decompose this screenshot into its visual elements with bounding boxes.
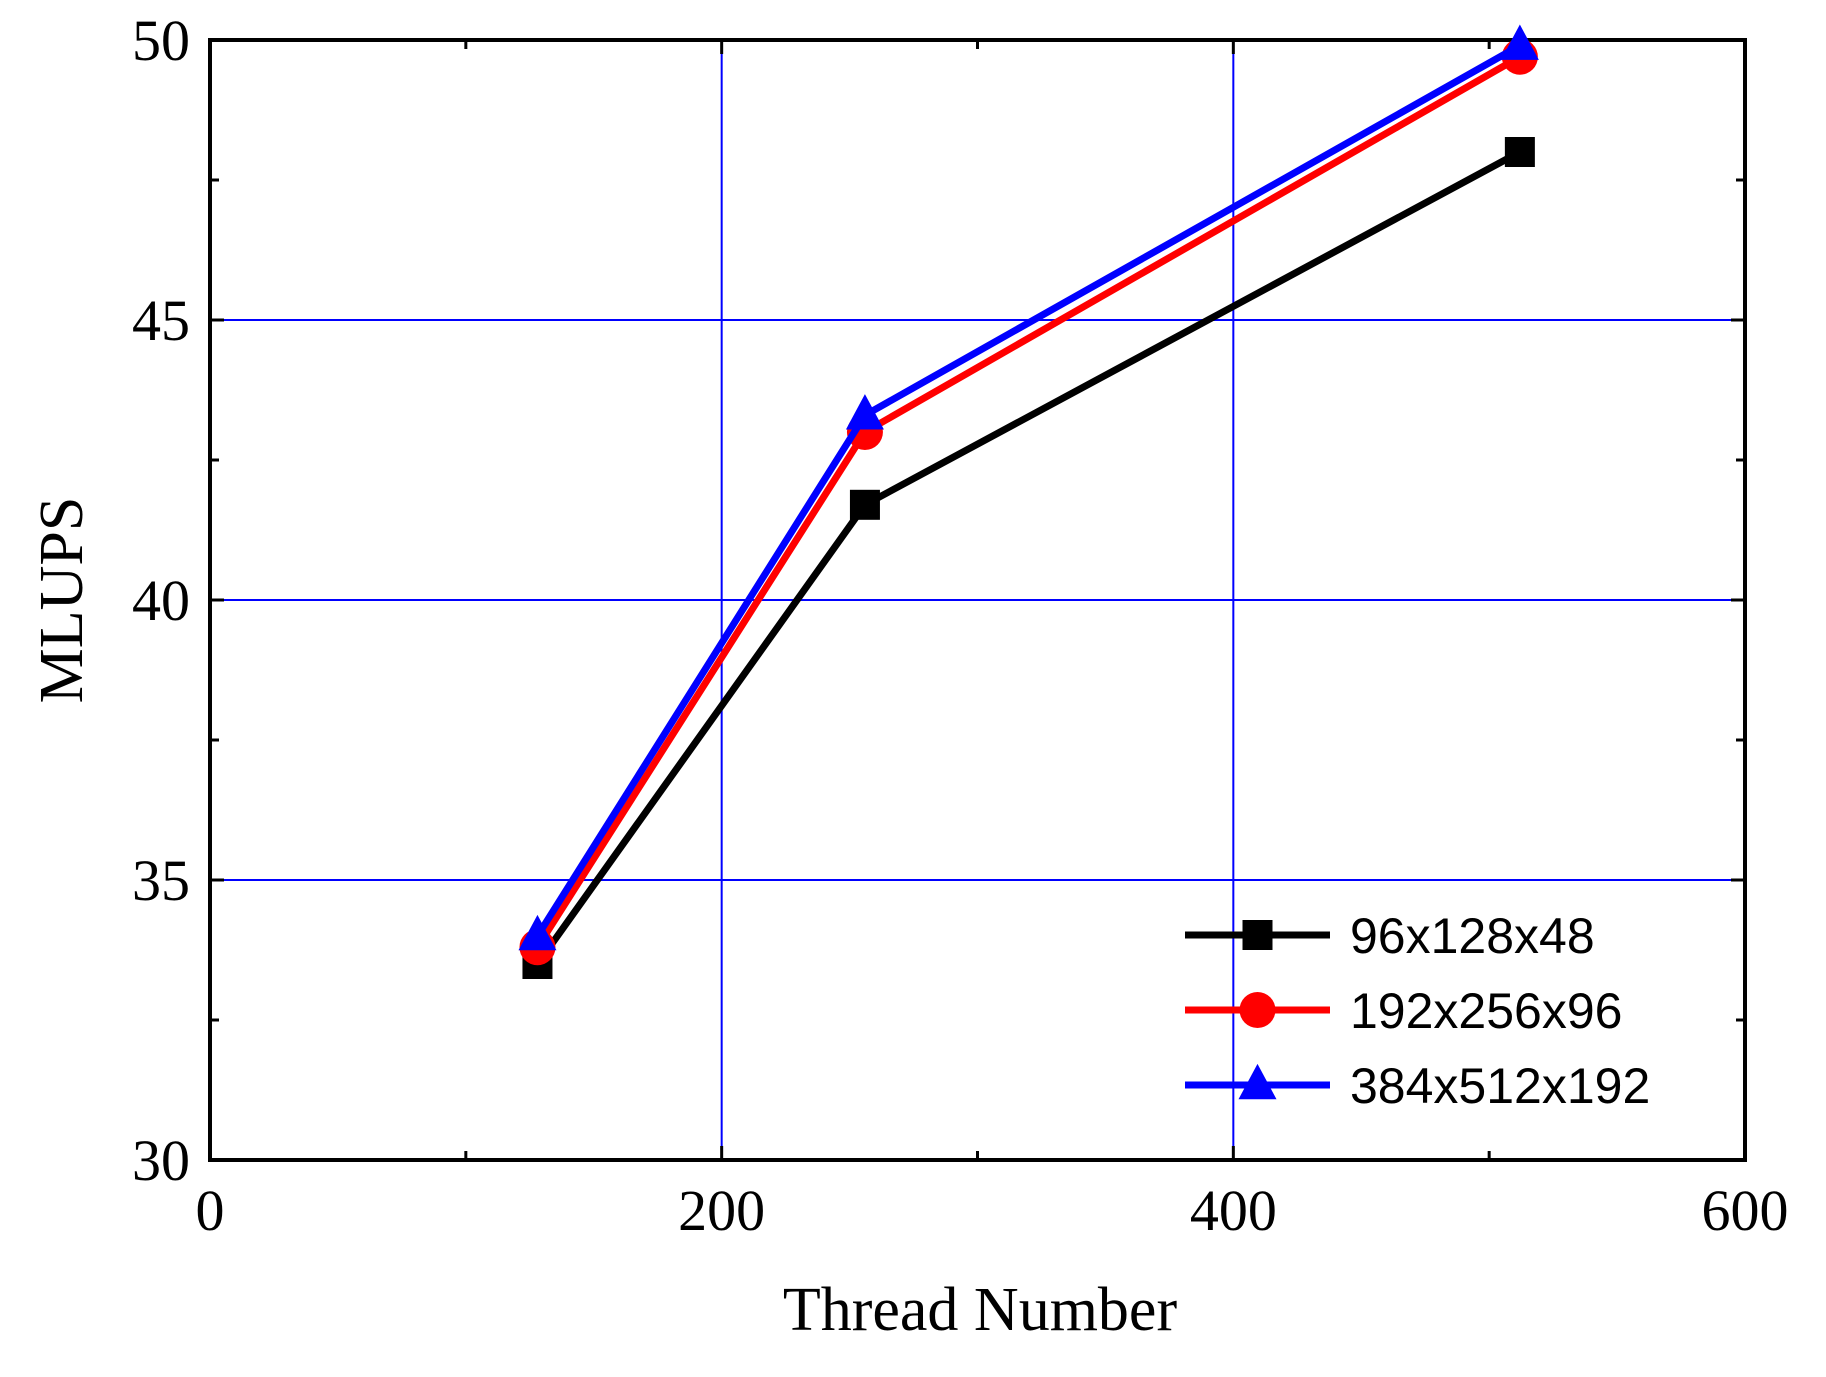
legend-label: 192x256x96	[1350, 983, 1622, 1039]
y-tick-label: 40	[132, 568, 190, 633]
data-point-marker	[845, 394, 884, 430]
x-tick-label: 200	[678, 1178, 765, 1243]
series-line-1	[534, 148, 1522, 967]
series-line-3	[534, 42, 1522, 938]
legend-marker	[1239, 992, 1276, 1028]
legend-marker	[1242, 920, 1273, 950]
legend-label: 96x128x48	[1350, 908, 1595, 964]
x-tick-label: 0	[196, 1178, 225, 1243]
legend-marker	[1238, 1063, 1277, 1100]
y-tick-label: 35	[132, 848, 190, 913]
data-point-marker	[1500, 24, 1539, 60]
y-tick-label: 50	[132, 8, 190, 73]
x-axis-title: Thread Number	[783, 1276, 1178, 1344]
axes: 0 200 400 600 30 35 40 45 50	[132, 8, 1789, 1243]
x-tick-label: 400	[1190, 1178, 1277, 1243]
legend-label: 384x512x192	[1350, 1058, 1650, 1114]
y-tick-label: 45	[132, 288, 190, 353]
grid-lines	[210, 40, 1745, 1160]
y-tick-label: 30	[132, 1128, 190, 1193]
data-point-marker	[1504, 137, 1535, 167]
series-line-2	[534, 53, 1522, 950]
series-lines	[518, 24, 1539, 979]
data-point-marker	[849, 489, 880, 520]
legend: 96x128x48 192x256x96 384x512x192	[1185, 908, 1650, 1114]
data-point-marker	[518, 914, 557, 951]
y-axis-title: MLUPS	[28, 497, 96, 704]
x-tick-label: 600	[1702, 1178, 1789, 1243]
